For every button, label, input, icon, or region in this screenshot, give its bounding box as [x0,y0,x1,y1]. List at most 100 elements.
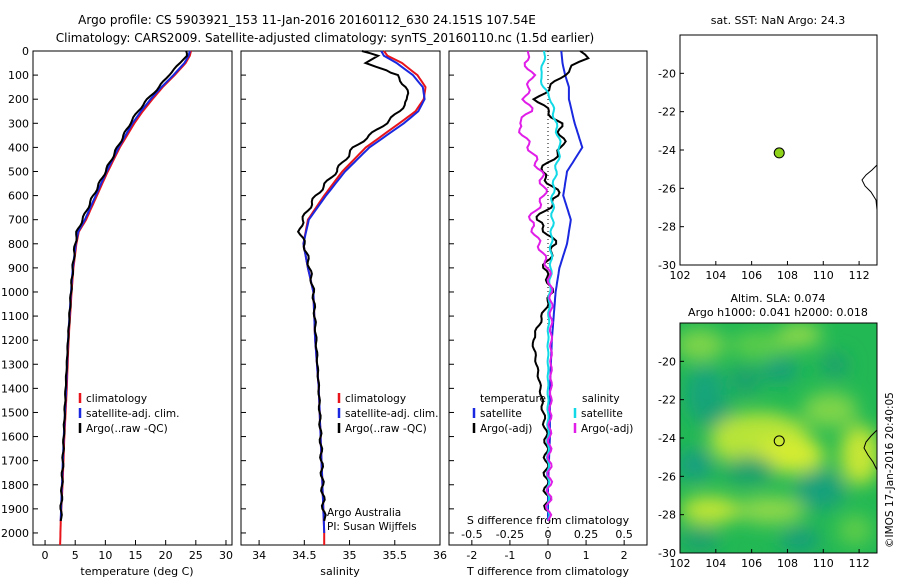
sla-map-y-tick-label: -28 [658,509,676,522]
salinity-xlabel: salinity [320,565,360,578]
salinity-legend-label: satellite-adj. clim. [345,408,438,420]
diff-temp-satellite [547,50,584,521]
difference-x-top-tick-label: -0.5 [461,528,482,541]
header-line1: Argo profile: CS 5903921_153 11-Jan-2016… [78,13,536,27]
y-tick-label: 500 [8,165,29,178]
temperature-x-tick-label: 0 [42,549,49,562]
difference-x-tick-label: 1 [583,549,590,562]
sla-map-x-tick-label: 106 [741,557,762,570]
sla-map-x-tick-label: 102 [670,557,691,570]
diff-legend-sal-label: satellite [581,408,623,420]
temperature-xlabel: temperature (deg C) [80,565,193,578]
y-tick-label: 1100 [1,310,29,323]
y-tick-label: 1600 [1,431,29,444]
temperature-x-tick-label: 15 [129,549,143,562]
salinity-x-tick-label: 34.5 [292,549,317,562]
y-tick-label: 900 [8,262,29,275]
sst-title: sat. SST: NaN Argo: 24.3 [711,14,845,27]
sst-map-x-tick-label: 102 [670,269,691,282]
difference-x-tick-label: -2 [466,549,477,562]
temperature-x-tick-label: 30 [219,549,233,562]
sst-map-y-tick-label: -28 [658,221,676,234]
y-tick-label: 1000 [1,286,29,299]
header-line2: Climatology: CARS2009. Satellite-adjuste… [56,31,594,45]
salinity-x-tick-label: 35 [343,549,357,562]
y-tick-label: 1800 [1,479,29,492]
y-tick-label: 100 [8,69,29,82]
y-tick-label: 600 [8,190,29,203]
sst-map-y-tick-label: -26 [658,182,676,195]
sst-map-argo-point [773,147,785,159]
sla-map-y-tick-label: -22 [658,394,676,407]
y-tick-label: 200 [8,93,29,106]
sla-map-x-tick-label: 110 [813,557,834,570]
diff-legend-sal-label: Argo(-adj) [581,423,633,435]
y-tick-label: 2000 [1,527,29,540]
sst-map-x-tick-label: 112 [849,269,870,282]
sst-map-y-tick-label: -20 [658,67,676,80]
salinity-legend-label: climatology [345,393,406,405]
sla-map-x-tick-label: 104 [705,557,726,570]
sla-title-line1: Altim. SLA: 0.074 [730,292,825,305]
y-tick-label: 300 [8,117,29,130]
y-tick-label: 700 [8,214,29,227]
imos-stamp: ©IMOS 17-Jan-2016 20:40:05 [884,392,896,548]
temperature-x-tick-label: 10 [98,549,112,562]
sst-map-x-tick-label: 110 [813,269,834,282]
diff-legend-temp-label: Argo(-adj) [480,423,532,435]
salinity-x-tick-label: 34 [252,549,266,562]
sst-map-y-tick-label: -22 [658,106,676,119]
sst-map-x-tick-label: 104 [705,269,726,282]
sla-map-x-tick-label: 108 [777,557,798,570]
y-tick-label: 1900 [1,503,29,516]
sla-map-y-tick-label: -20 [658,355,676,368]
y-tick-label: 1200 [1,334,29,347]
credit-line1: Argo Australia [327,507,401,519]
salinity-panel [240,50,441,546]
sla-map-argo-point [773,435,785,447]
temperature-legend-label: Argo(..raw -QC) [86,423,168,435]
difference-x-top-tick-label: 0.5 [615,528,633,541]
sst-map-y-tick-label: -24 [658,144,676,157]
temperature-x-tick-label: 20 [159,549,173,562]
temperature-line-1 [59,50,191,521]
y-tick-label: 0 [22,45,29,58]
sla-map-y-tick-label: -26 [658,470,676,483]
difference-x-tick-label: 0 [545,549,552,562]
y-tick-label: 1700 [1,455,29,468]
temperature-line-2 [59,50,188,522]
y-tick-label: 1300 [1,358,29,371]
sla-title-line2: Argo h1000: 0.041 h2000: 0.018 [688,306,868,319]
diff-legend-header: salinity [582,393,620,405]
difference-x-top-tick-label: -0.25 [496,528,524,541]
temperature-line-0 [59,50,192,546]
salinity-legend-label: Argo(..raw -QC) [345,423,427,435]
sst-map-x-tick-label: 108 [777,269,798,282]
difference-x-top-tick-label: 0 [545,528,552,541]
sla-map-x-tick-label: 112 [849,557,870,570]
sst-map-y-tick-label: -30 [658,259,676,272]
diff-legend-header: temperature [480,393,546,405]
salinity-line-2 [296,50,410,522]
sla-coastline [863,429,878,471]
sst-coastline [861,164,878,211]
diff-legend-temp-label: satellite [480,408,522,420]
difference-x-tick-label: 2 [621,549,628,562]
temperature-x-tick-label: 25 [189,549,203,562]
y-tick-label: 1400 [1,382,29,395]
difference-x-tick-label: -1 [504,549,515,562]
y-tick-label: 400 [8,141,29,154]
salinity-x-tick-label: 35.5 [383,549,408,562]
sla-map-y-tick-label: -24 [658,432,676,445]
credit-line2: PI: Susan Wijffels [327,521,417,533]
temperature-legend-label: satellite-adj. clim. [86,408,179,420]
sla-heatmap [680,323,877,553]
sla-map-y-tick-label: -30 [658,547,676,560]
y-tick-label: 1500 [1,406,29,419]
y-tick-label: 800 [8,238,29,251]
temperature-legend-label: climatology [86,393,147,405]
temperature-panel [32,50,233,546]
temperature-x-tick-label: 5 [72,549,79,562]
difference-xlabel: T difference from climatology [466,565,629,578]
